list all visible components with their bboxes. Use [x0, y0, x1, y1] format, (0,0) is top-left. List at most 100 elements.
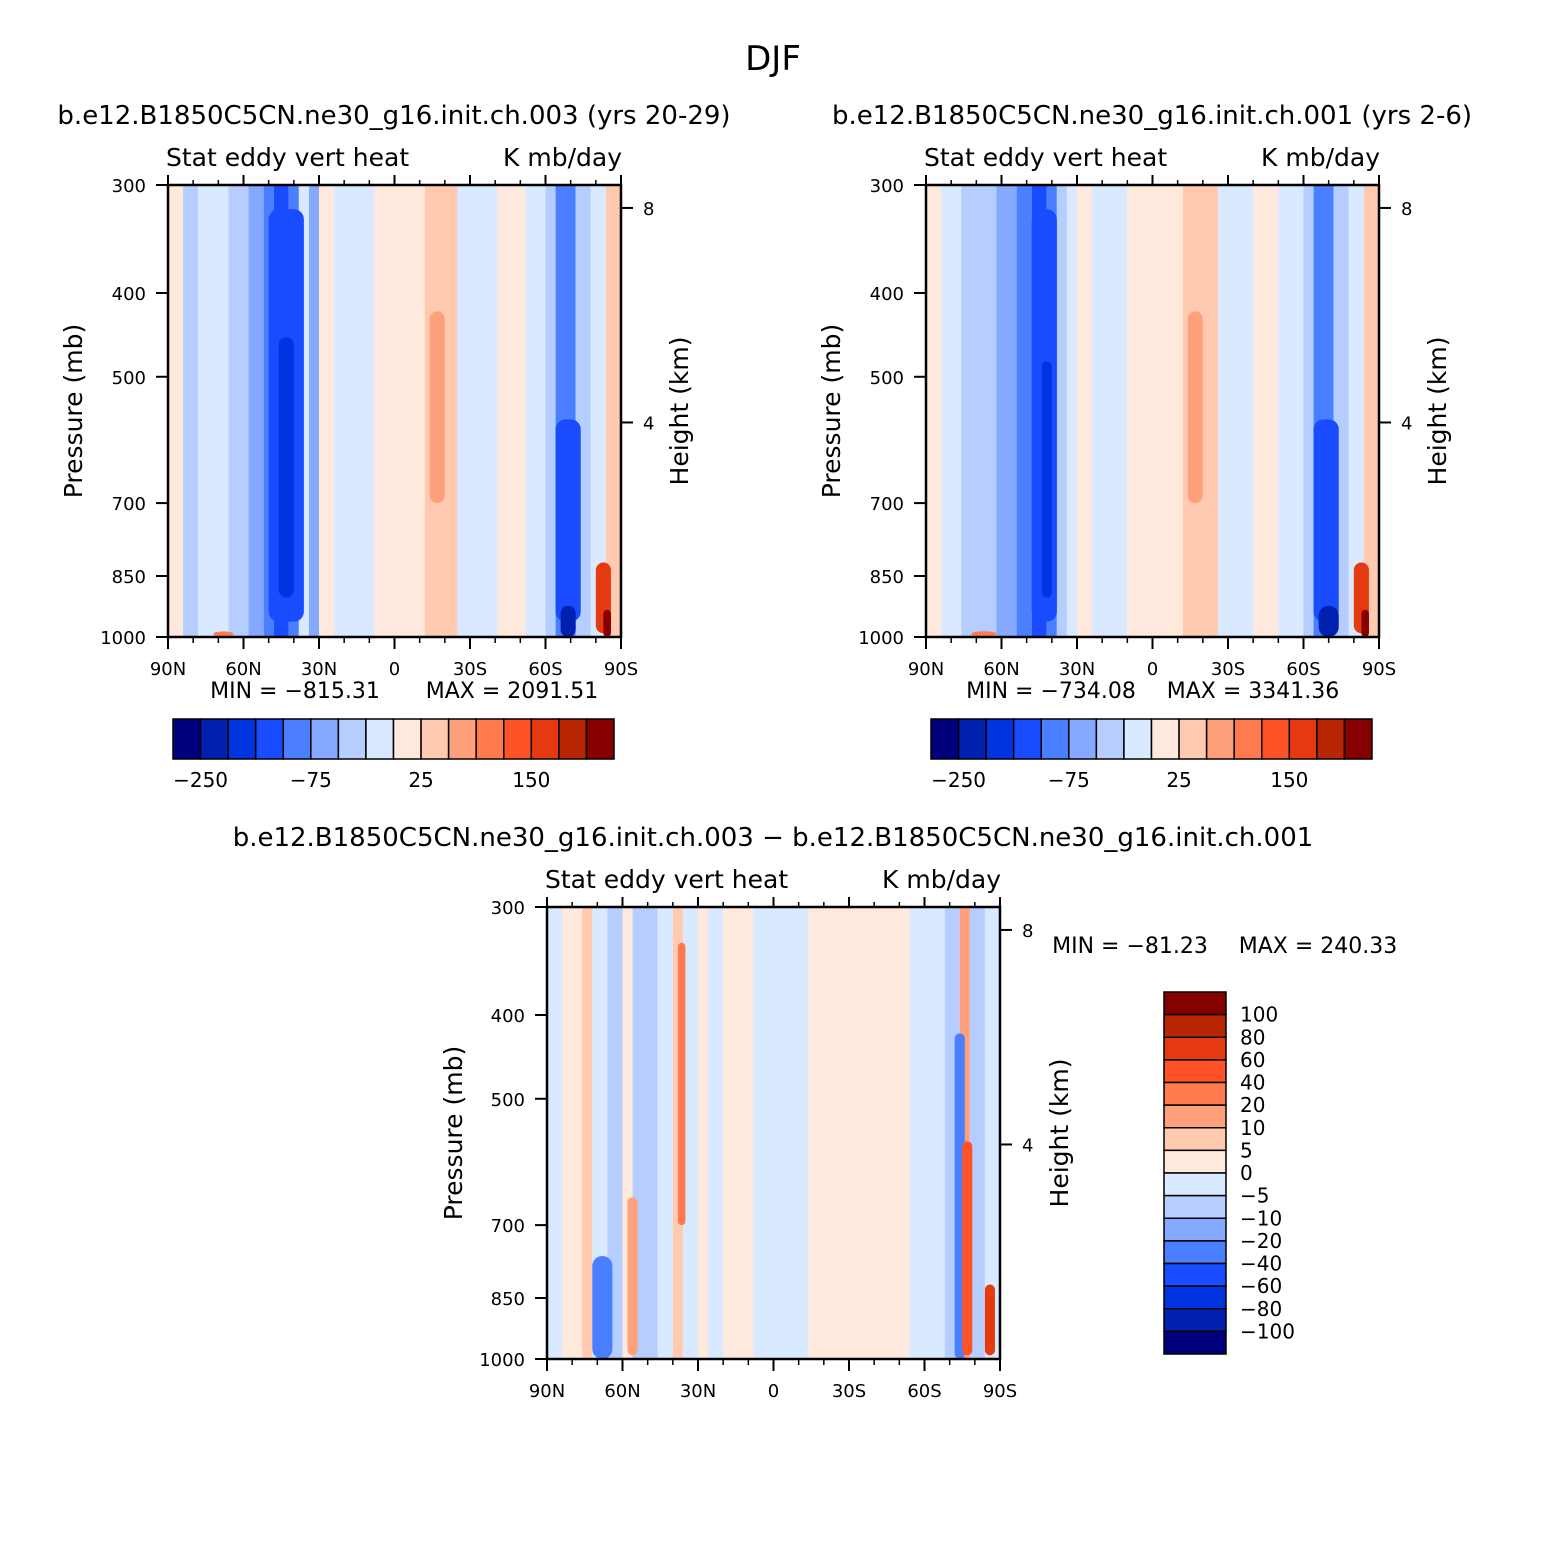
colorbar-box	[337, 718, 367, 760]
y-axis-label: Pressure (mb)	[59, 324, 88, 498]
figure-title: DJF	[745, 39, 801, 79]
colorbar-box	[530, 718, 560, 760]
contour-band	[698, 907, 709, 1359]
colorbar-label: −75	[290, 768, 332, 792]
y-tick-label: 850	[870, 567, 904, 588]
colorbar-box	[1178, 718, 1208, 760]
contour-band	[961, 185, 997, 637]
colorbar-label: −60	[1240, 1274, 1282, 1298]
contour-band	[248, 185, 264, 637]
colorbar-box	[282, 718, 312, 760]
contour-band	[1348, 185, 1364, 637]
colorbar-box	[1163, 1194, 1227, 1219]
colorbar-box	[199, 718, 229, 760]
colorbar-box	[957, 718, 987, 760]
colorbar-label: −250	[173, 768, 228, 792]
contour-band	[1092, 185, 1128, 637]
units-label: K mb/day	[503, 143, 622, 172]
colorbar: −250 −75 25 150	[930, 718, 1373, 792]
colorbar-box	[1068, 718, 1098, 760]
contour-band	[723, 907, 754, 1359]
y-axis-label: Pressure (mb)	[439, 1046, 468, 1220]
colorbar: −250 −75 25 150	[172, 718, 615, 792]
colorbar-box	[1150, 718, 1180, 760]
y2-tick-label: 4	[643, 413, 654, 434]
min-value-label: MIN = −81.23	[1052, 934, 1208, 959]
x-tick-label: 30N	[1059, 659, 1095, 680]
colorbar-label: −20	[1240, 1229, 1282, 1253]
contour-field	[168, 185, 621, 637]
max-value-label: MAX = 3341.36	[1167, 679, 1340, 704]
contour-band	[457, 185, 498, 637]
x-tick-label: 60S	[528, 659, 562, 680]
variable-label: Stat eddy vert heat	[924, 143, 1167, 172]
contour-patch	[1318, 605, 1339, 637]
contour-band	[909, 907, 945, 1359]
colorbar-label: 60	[1240, 1048, 1265, 1072]
colorbar-box	[1040, 718, 1070, 760]
contour-band	[334, 185, 375, 637]
max-value-label: MAX = 240.33	[1239, 934, 1398, 959]
colorbar-label: 40	[1240, 1071, 1265, 1095]
colorbar-box	[1261, 718, 1291, 760]
contour-band	[374, 185, 400, 637]
colorbar-box	[985, 718, 1015, 760]
contour-band	[592, 907, 608, 1359]
y-tick-label: 700	[870, 494, 904, 515]
contour-band	[590, 185, 606, 637]
colorbar-box	[1163, 1127, 1227, 1152]
colorbar-label: 80	[1240, 1025, 1265, 1049]
contour-band	[228, 185, 249, 637]
y-tick-label: 400	[870, 284, 904, 305]
colorbar-box	[1163, 1059, 1227, 1084]
x-tick-label: 60N	[983, 659, 1019, 680]
panel-title: b.e12.B1850C5CN.ne30_g16.init.ch.001 (yr…	[832, 101, 1472, 131]
contour-patch	[429, 311, 445, 504]
colorbar-box	[1233, 718, 1263, 760]
y-tick-label: 1000	[858, 628, 904, 649]
contour-patch	[592, 1255, 613, 1359]
colorbar-box	[1163, 1330, 1227, 1355]
contour-band	[547, 907, 563, 1359]
y-tick-label: 400	[112, 284, 146, 305]
contour-band	[622, 907, 633, 1359]
min-value-label: MIN = −734.08	[966, 679, 1136, 704]
contour-band	[582, 907, 593, 1359]
colorbar-box	[1163, 991, 1227, 1016]
colorbar-label: −75	[1048, 768, 1090, 792]
colorbar-box	[420, 718, 450, 760]
colorbar-label: 100	[1240, 1003, 1278, 1027]
contour-band	[1363, 185, 1379, 637]
contour-band	[1066, 185, 1077, 637]
colorbar-box	[930, 718, 960, 760]
x-tick-label: 90N	[908, 659, 944, 680]
colorbar-label: −100	[1240, 1319, 1295, 1343]
colorbar-box	[558, 718, 588, 760]
colorbar-label: −40	[1240, 1252, 1282, 1276]
contour-band	[399, 185, 425, 637]
contour-band	[497, 185, 526, 637]
contour-band	[1157, 185, 1183, 637]
contour-band	[984, 907, 1000, 1359]
contour-band	[308, 185, 319, 637]
contour-patch	[1361, 609, 1369, 637]
contour-band	[198, 185, 229, 637]
contour-patch	[1187, 311, 1203, 504]
colorbar-box	[1163, 1262, 1227, 1287]
colorbar-box	[1163, 1081, 1227, 1106]
colorbar-label: 10	[1240, 1116, 1265, 1140]
y-tick-label: 1000	[100, 628, 146, 649]
colorbar-box	[1163, 1036, 1227, 1061]
y2-tick-label: 8	[1022, 921, 1033, 942]
x-tick-label: 0	[1147, 659, 1158, 680]
x-tick-label: 90N	[150, 659, 186, 680]
contour-patch	[984, 1284, 995, 1356]
colorbar-box	[1163, 1149, 1227, 1174]
panel-top-left: b.e12.B1850C5CN.ne30_g16.init.ch.003 (yr…	[57, 101, 730, 792]
panel-title: b.e12.B1850C5CN.ne30_g16.init.ch.003 − b…	[233, 823, 1314, 853]
contour-patch	[1041, 361, 1052, 598]
colorbar-label: 150	[512, 768, 550, 792]
contour-band	[607, 907, 623, 1359]
x-tick-label: 0	[768, 1381, 779, 1402]
units-label: K mb/day	[1261, 143, 1380, 172]
